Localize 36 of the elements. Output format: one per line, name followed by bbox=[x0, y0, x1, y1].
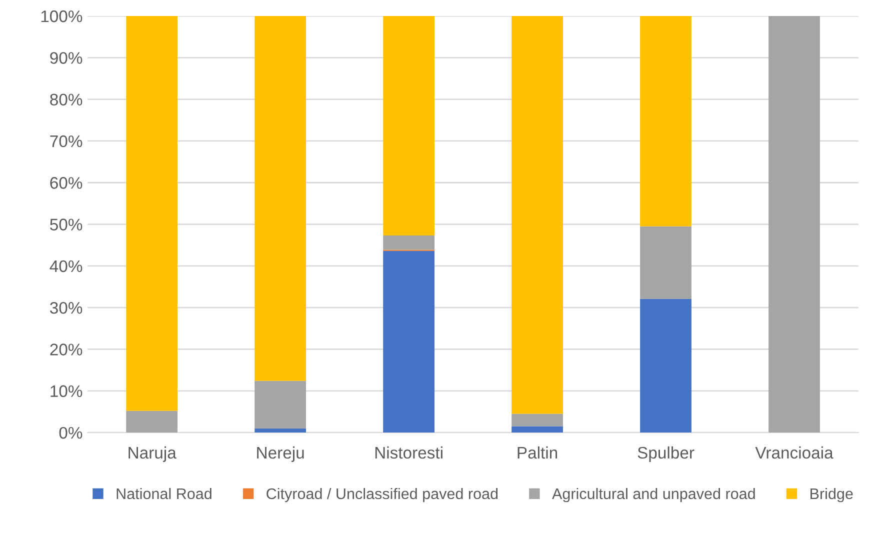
bar bbox=[126, 410, 178, 433]
bar bbox=[512, 16, 563, 414]
y-tick-label: 20% bbox=[50, 344, 82, 356]
y-tick-label: 90% bbox=[50, 52, 82, 64]
y-tick-label: 30% bbox=[50, 302, 82, 314]
bar bbox=[768, 16, 820, 433]
y-tick-label: 40% bbox=[50, 260, 82, 272]
legend-label: National Road bbox=[116, 488, 212, 500]
bar bbox=[383, 16, 434, 236]
legend-label: Bridge bbox=[810, 488, 853, 502]
legend-label: Agricultural and unpaved road bbox=[552, 488, 755, 502]
bar bbox=[254, 16, 306, 381]
x-tick-label: Spulber bbox=[638, 446, 694, 462]
x-tick-label: Nistoresti bbox=[375, 446, 442, 459]
x-tick-label: Vrancioaia bbox=[755, 446, 834, 459]
bar bbox=[512, 426, 563, 433]
bar bbox=[254, 380, 306, 428]
bar bbox=[640, 298, 692, 433]
x-tick-label: Nereju bbox=[257, 446, 304, 462]
y-tick-label: 70% bbox=[50, 135, 82, 148]
y-tick-label: 60% bbox=[50, 177, 82, 189]
y-tick-label: 0% bbox=[59, 426, 82, 439]
x-tick-label: Paltin bbox=[518, 446, 558, 459]
y-tick-label: 50% bbox=[50, 218, 82, 230]
bar bbox=[383, 236, 434, 250]
y-tick-label: 10% bbox=[50, 385, 82, 398]
x-tick-label: Naruja bbox=[128, 446, 176, 462]
bar bbox=[126, 16, 178, 411]
bar bbox=[383, 250, 434, 433]
bar bbox=[254, 428, 306, 433]
bar bbox=[512, 414, 563, 426]
y-tick-label: 100% bbox=[41, 10, 82, 22]
bar bbox=[640, 16, 692, 226]
y-tick-label: 80% bbox=[50, 94, 82, 106]
bar bbox=[640, 226, 692, 299]
legend-label: Cityroad / Unclassified paved road bbox=[266, 488, 498, 502]
